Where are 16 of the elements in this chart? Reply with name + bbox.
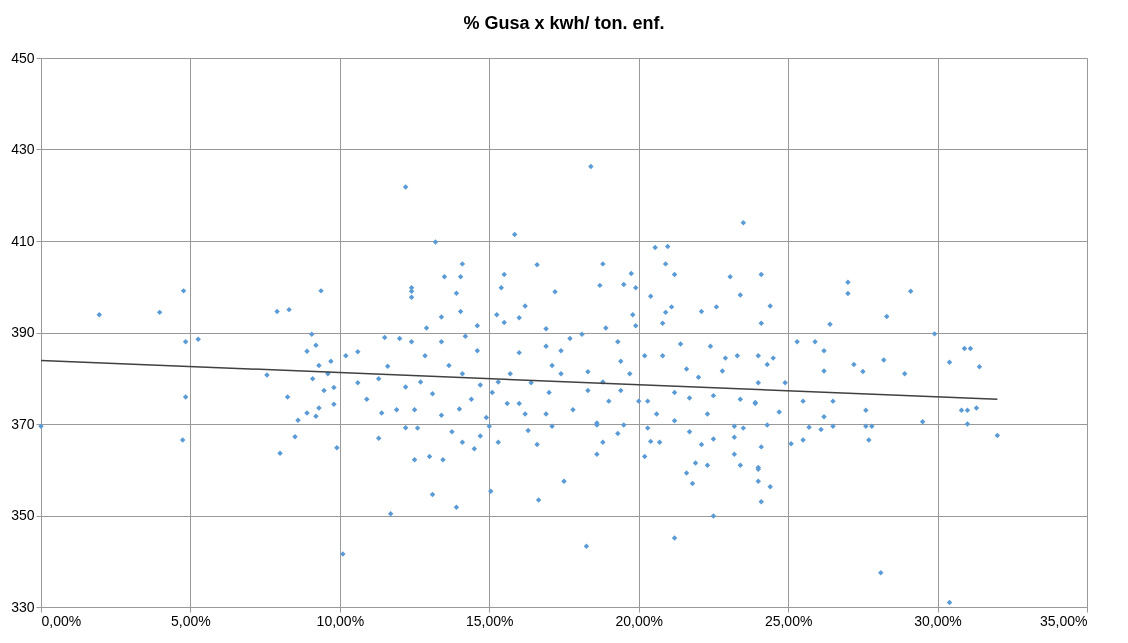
y-tick-label: 330 <box>11 598 35 615</box>
x-tick-label: 35,00% <box>1040 612 1088 629</box>
x-tick-label: 20,00% <box>615 612 663 629</box>
y-tick-label: 430 <box>11 141 35 157</box>
x-tick-label: 30,00% <box>914 612 962 629</box>
y-tick-label: 370 <box>11 415 35 432</box>
y-tick-label: 390 <box>11 324 35 340</box>
x-tick-label: 5,00% <box>171 612 211 629</box>
y-tick-label: 410 <box>11 232 35 249</box>
x-tick-label: 15,00% <box>466 612 514 629</box>
y-tick-label: 350 <box>11 507 35 523</box>
y-tick-label: 450 <box>11 49 35 66</box>
x-tick-label: 10,00% <box>316 612 365 629</box>
x-tick-label: 0,00% <box>41 612 82 629</box>
x-tick-label: 25,00% <box>764 612 813 629</box>
chart-title: % Gusa x kwh/ ton. enf. <box>463 13 665 33</box>
